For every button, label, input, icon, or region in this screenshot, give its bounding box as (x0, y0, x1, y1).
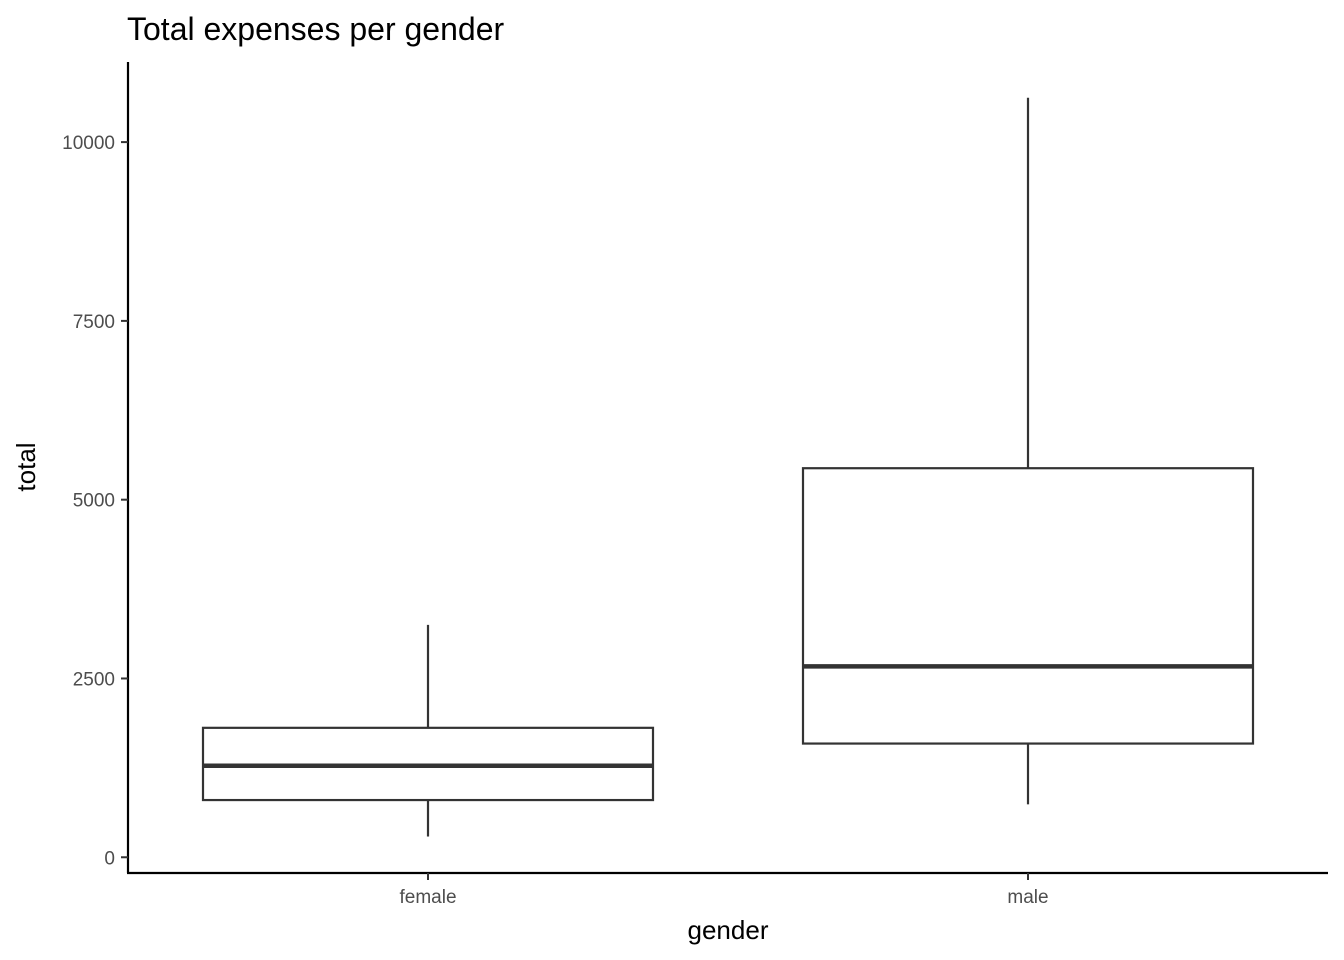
x-tick-label-male: male (1007, 887, 1048, 908)
y-axis-title: total (11, 442, 41, 491)
x-tick-label-female: female (399, 887, 456, 908)
chart-title: Total expenses per gender (127, 11, 504, 47)
y-tick-label-5000: 5000 (73, 491, 115, 512)
y-tick-label-0: 0 (104, 848, 115, 869)
box-male (801, 467, 1255, 745)
y-tick-label-7500: 7500 (73, 312, 115, 333)
x-axis-title: gender (688, 915, 769, 945)
plot-area: 0 2500 5000 7500 10000 female male (62, 62, 1328, 908)
y-tick-label-2500: 2500 (73, 669, 115, 690)
y-tick-label-10000: 10000 (62, 133, 115, 154)
